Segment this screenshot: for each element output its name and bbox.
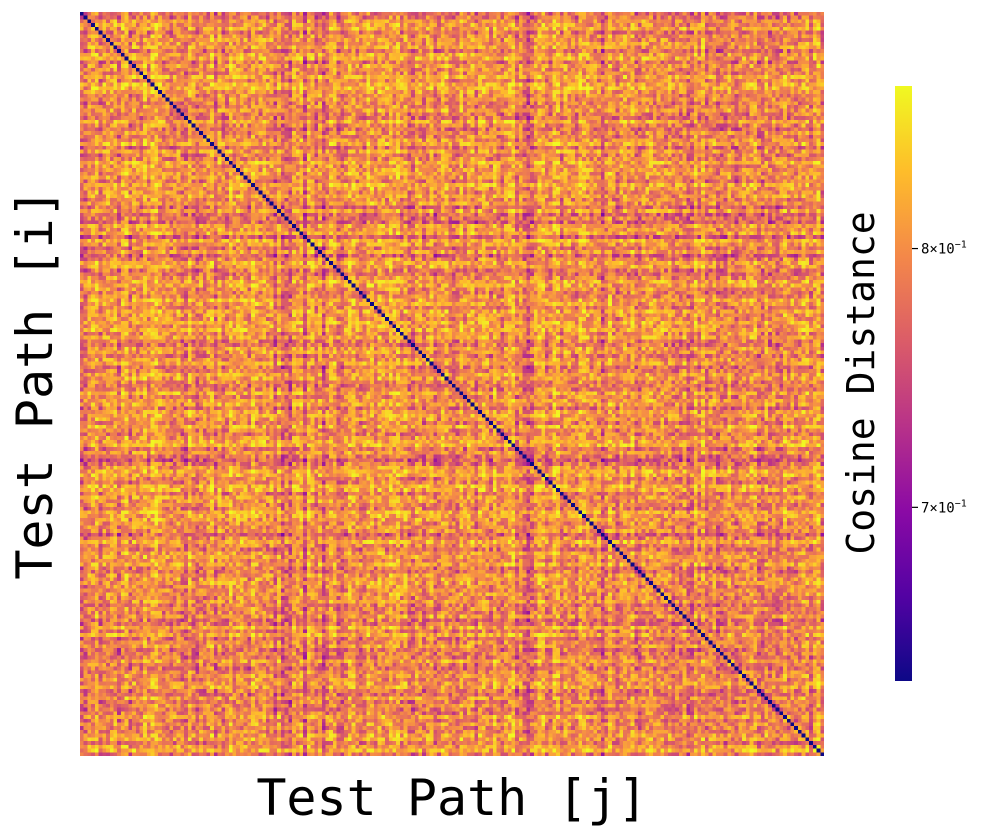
heatmap-plot-area xyxy=(80,12,824,756)
colorbar-label: Cosine Distance xyxy=(839,211,883,554)
heatmap-matrix xyxy=(80,12,824,756)
colorbar-ticks: 7×10−1 8×10−1 xyxy=(912,240,967,516)
colorbar: 7×10−1 8×10−1 Cosine Distance xyxy=(839,86,967,681)
colorbar-tick-label-0: 7×10−1 xyxy=(921,498,967,516)
colorbar-tick-label-1: 8×10−1 xyxy=(921,240,967,258)
colorbar-gradient xyxy=(895,86,912,681)
x-axis-label: Test Path [j] xyxy=(256,769,647,827)
y-axis-label: Test Path [i] xyxy=(6,188,64,579)
